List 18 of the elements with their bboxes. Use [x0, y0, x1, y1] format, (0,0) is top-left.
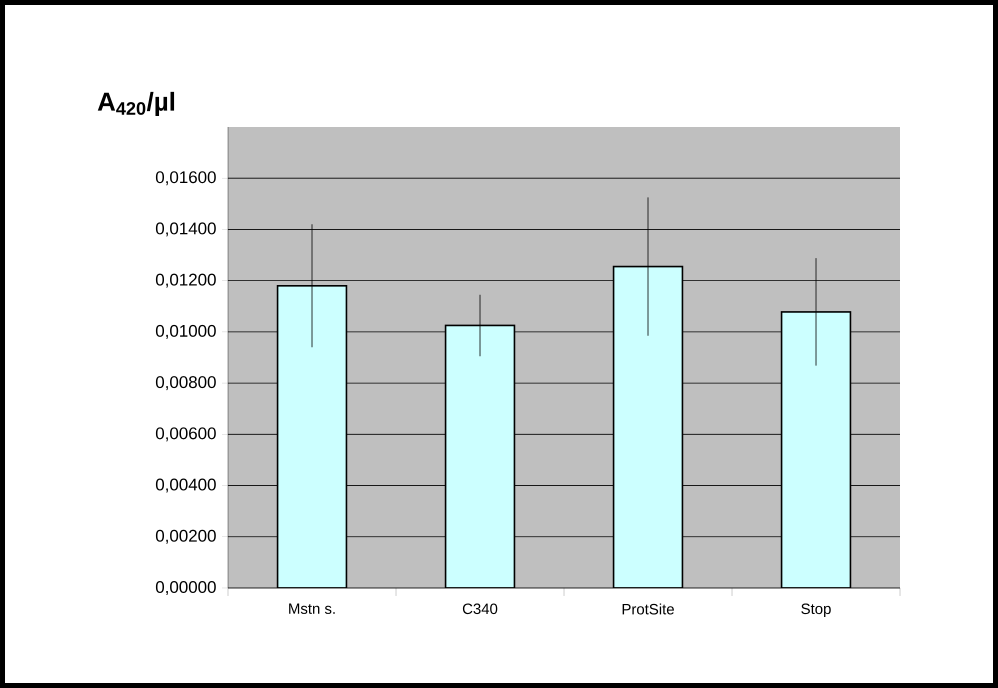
bar [612, 266, 684, 588]
x-tick-label: Stop [801, 604, 831, 618]
x-tick-label: Mstn s. [289, 604, 335, 614]
y-tick-label: 0,00000 [156, 580, 216, 595]
y-tick-label: 0,00200 [156, 530, 216, 544]
bar [780, 311, 852, 588]
y-tick-label: 0,01000 [156, 324, 216, 339]
y-tick-label: 0,00800 [156, 376, 216, 390]
y-tick-label: 0,00600 [156, 427, 216, 442]
y-tick-label: 0,00400 [156, 478, 216, 493]
bar [444, 324, 516, 588]
x-tick-label: C340 [462, 604, 498, 614]
x-tick-label: ProtSite [622, 604, 674, 614]
y-tick-label: 0,01400 [156, 222, 216, 236]
y-tick-label: 0,01600 [156, 171, 216, 186]
y-tick-label: 0,01200 [156, 274, 216, 288]
y-axis-title: A$_{420}$/µl [98, 92, 174, 116]
bar [276, 284, 348, 588]
